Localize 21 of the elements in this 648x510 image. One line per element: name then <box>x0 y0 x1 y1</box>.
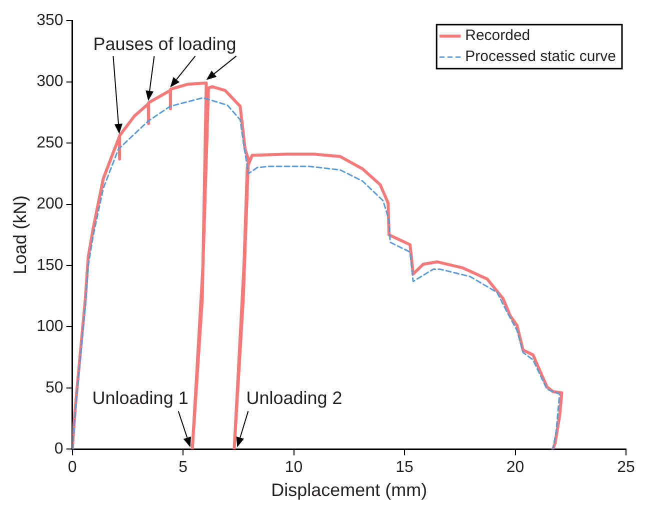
x-axis-title: Displacement (mm) <box>271 480 428 500</box>
annotation: Unloading 2 <box>246 388 342 408</box>
x-tick-label: 5 <box>178 459 188 476</box>
annotation: Pauses of loading <box>93 34 236 54</box>
y-tick-label: 250 <box>36 134 64 152</box>
y-axis-title: Load (kN) <box>10 195 30 274</box>
x-tick-label: 0 <box>68 459 77 476</box>
x-tick-label: 15 <box>396 459 414 476</box>
y-tick-label: 150 <box>36 256 64 274</box>
x-tick-label: 25 <box>617 459 635 476</box>
y-tick-label: 0 <box>54 440 64 458</box>
annotation: Unloading 1 <box>92 388 188 408</box>
y-tick-label: 100 <box>36 318 64 336</box>
x-tick-label: 10 <box>284 459 303 476</box>
y-tick-label: 300 <box>36 73 64 90</box>
y-tick-label: 350 <box>36 12 64 30</box>
y-tick-label: 200 <box>36 196 64 213</box>
y-tick-label: 50 <box>46 379 64 396</box>
legend-label: Processed static curve <box>465 48 616 66</box>
legend-label: Recorded <box>465 27 530 44</box>
x-tick-label: 20 <box>506 459 524 476</box>
